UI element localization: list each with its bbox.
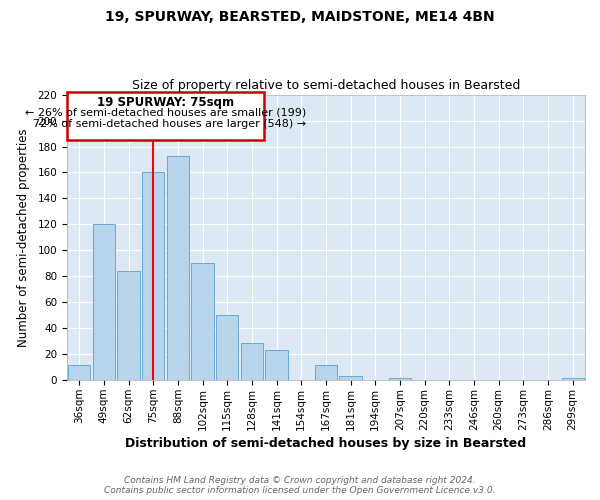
Text: ← 26% of semi-detached houses are smaller (199): ← 26% of semi-detached houses are smalle…: [25, 108, 307, 118]
Title: Size of property relative to semi-detached houses in Bearsted: Size of property relative to semi-detach…: [132, 79, 520, 92]
Text: Contains HM Land Registry data © Crown copyright and database right 2024.
Contai: Contains HM Land Registry data © Crown c…: [104, 476, 496, 495]
Bar: [315, 364, 337, 380]
Bar: [265, 350, 287, 380]
Text: 72% of semi-detached houses are larger (548) →: 72% of semi-detached houses are larger (…: [26, 119, 306, 129]
Bar: [216, 316, 238, 380]
Bar: [167, 156, 189, 380]
Text: 19 SPURWAY: 75sqm: 19 SPURWAY: 75sqm: [97, 96, 235, 109]
Bar: [118, 271, 140, 380]
FancyBboxPatch shape: [67, 92, 264, 140]
Bar: [93, 224, 115, 380]
X-axis label: Distribution of semi-detached houses by size in Bearsted: Distribution of semi-detached houses by …: [125, 437, 526, 450]
Bar: [68, 364, 90, 380]
Bar: [142, 172, 164, 380]
Text: 19, SPURWAY, BEARSTED, MAIDSTONE, ME14 4BN: 19, SPURWAY, BEARSTED, MAIDSTONE, ME14 4…: [105, 10, 495, 24]
Bar: [241, 342, 263, 380]
Bar: [562, 378, 584, 380]
Bar: [191, 264, 214, 380]
Bar: [389, 378, 411, 380]
Bar: [340, 376, 362, 380]
Y-axis label: Number of semi-detached properties: Number of semi-detached properties: [17, 128, 31, 346]
